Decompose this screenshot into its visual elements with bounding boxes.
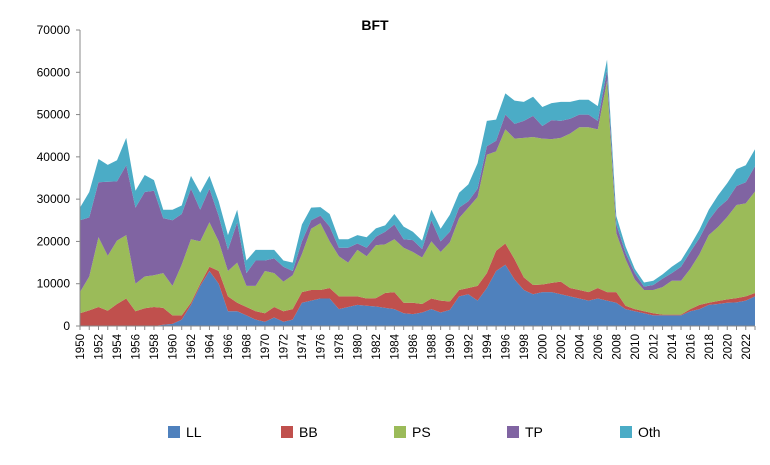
area-series-oth bbox=[80, 59, 755, 287]
chart-title: BFT bbox=[361, 17, 389, 33]
x-tick-label: 1972 bbox=[278, 334, 290, 360]
x-tick-label: 2016 bbox=[685, 334, 697, 360]
legend-swatch-ll bbox=[168, 426, 180, 438]
y-tick-label: 40000 bbox=[37, 150, 71, 164]
x-tick-label: 1950 bbox=[75, 334, 87, 360]
x-tick-label: 2020 bbox=[722, 334, 734, 360]
legend: LL BB PS TP Oth bbox=[168, 424, 661, 440]
x-tick-label: 1996 bbox=[500, 334, 512, 360]
x-tick-label: 1964 bbox=[204, 333, 216, 359]
area-layer bbox=[80, 59, 755, 326]
x-tick-label: 2000 bbox=[537, 334, 549, 360]
y-tick-label: 10000 bbox=[37, 277, 71, 291]
area-series-ps bbox=[80, 80, 755, 316]
x-tick-label: 1982 bbox=[371, 334, 383, 360]
x-tick-label: 1966 bbox=[223, 334, 235, 360]
x-tick-label: 2004 bbox=[574, 333, 586, 359]
y-tick-label: 30000 bbox=[37, 192, 71, 206]
x-tick-label: 1976 bbox=[315, 334, 327, 360]
x-tick-label: 1958 bbox=[149, 334, 161, 360]
x-tick-label: 2022 bbox=[741, 334, 753, 360]
legend-swatch-tp bbox=[507, 426, 519, 438]
x-tick-label: 1986 bbox=[408, 334, 420, 360]
area-series-bb bbox=[80, 243, 755, 326]
x-tick-label: 1952 bbox=[93, 334, 105, 360]
y-tick-label: 60000 bbox=[37, 65, 71, 79]
x-tick-label: 2010 bbox=[630, 334, 642, 360]
y-tick-label: 70000 bbox=[37, 23, 71, 37]
x-tick-label: 1954 bbox=[112, 333, 124, 359]
area-series-tp bbox=[80, 70, 755, 293]
area-series-ll bbox=[80, 264, 755, 326]
x-tick-label: 2012 bbox=[648, 334, 660, 360]
x-tick-label: 1994 bbox=[482, 333, 494, 359]
legend-swatch-oth bbox=[620, 426, 632, 438]
legend-label-ps: PS bbox=[412, 424, 431, 440]
y-tick-label: 50000 bbox=[37, 108, 71, 122]
x-tick-label: 1984 bbox=[389, 333, 401, 359]
legend-swatch-bb bbox=[281, 426, 293, 438]
x-tick-label: 1980 bbox=[352, 334, 364, 360]
x-tick-label: 1968 bbox=[241, 334, 253, 360]
x-tick-label: 2006 bbox=[593, 334, 605, 360]
legend-label-bb: BB bbox=[299, 424, 318, 440]
axes-layer: 0 10000 20000 30000 40000 50000 60000 70000 1950… bbox=[37, 23, 756, 360]
x-tick-label: 2018 bbox=[704, 334, 716, 360]
legend-label-oth: Oth bbox=[638, 424, 661, 440]
x-tick-label: 1990 bbox=[445, 334, 457, 360]
x-tick-label: 1988 bbox=[426, 334, 438, 360]
x-tick-label: 1978 bbox=[334, 334, 346, 360]
x-tick-label: 2014 bbox=[667, 333, 679, 359]
x-tick-label: 1974 bbox=[297, 333, 309, 359]
legend-swatch-ps bbox=[394, 426, 406, 438]
legend-label-ll: LL bbox=[186, 424, 202, 440]
x-tick-label: 1970 bbox=[260, 334, 272, 360]
x-tick-label: 1962 bbox=[186, 334, 198, 360]
x-tick-label: 1960 bbox=[167, 334, 179, 360]
x-tick-label: 2002 bbox=[556, 334, 568, 360]
x-tick-label: 1992 bbox=[463, 334, 475, 360]
x-tick-label: 1956 bbox=[130, 334, 142, 360]
x-tick-label: 1998 bbox=[519, 334, 531, 360]
x-tick-label: 2008 bbox=[611, 334, 623, 360]
y-tick-label: 0 bbox=[63, 319, 70, 333]
y-tick-label: 20000 bbox=[37, 234, 71, 248]
legend-label-tp: TP bbox=[525, 424, 543, 440]
